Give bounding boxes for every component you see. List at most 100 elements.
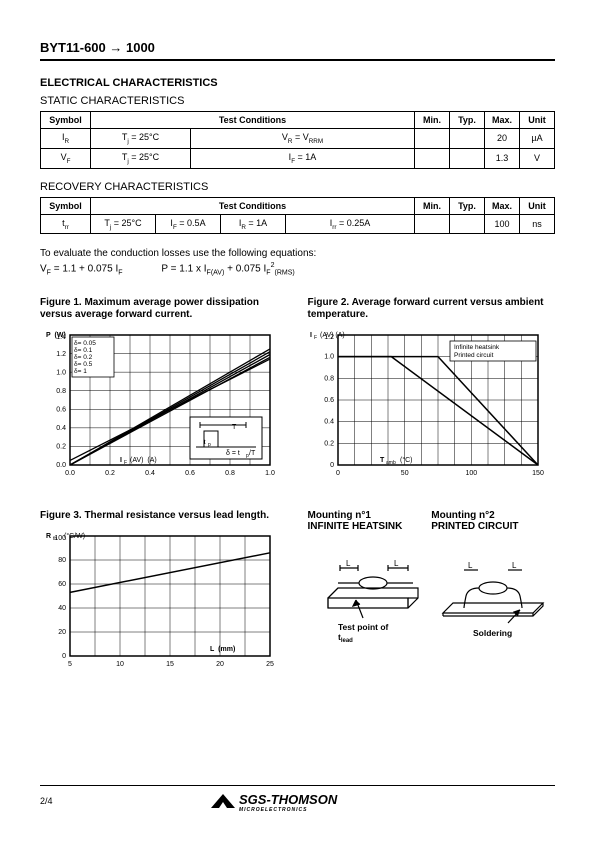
eq-intro: To evaluate the conduction losses use th… [40, 246, 555, 261]
svg-text:δ= 1: δ= 1 [74, 368, 87, 375]
svg-text:T: T [380, 457, 385, 464]
svg-text:0.8: 0.8 [56, 388, 66, 395]
cell-tc: VR = VRRM [191, 129, 415, 149]
mounting-diagram: L L Test point of tlead [308, 538, 553, 668]
svg-text:(AV) (A): (AV) (A) [320, 332, 345, 339]
soldering-label: Soldering [473, 628, 512, 638]
svg-text:amb: amb [386, 460, 396, 466]
cell-tc: IR = 1A [221, 214, 286, 234]
svg-text:L: L [512, 561, 517, 570]
fig2-caption: Figure 2. Average forward current versus… [308, 297, 556, 321]
svg-text:F: F [124, 460, 127, 466]
cell-tc: Irr = 0.25A [286, 214, 415, 234]
svg-text:(°C/W): (°C/W) [64, 532, 85, 540]
th-testcond: Test Conditions [91, 112, 415, 129]
svg-text:0.0: 0.0 [56, 462, 66, 469]
cell-tc: IF = 0.5A [156, 214, 221, 234]
cell-max: 20 [485, 129, 520, 149]
cell-unit: µA [520, 129, 555, 149]
table-row: trr Tj = 25°C IF = 0.5A IR = 1A Irr = 0.… [41, 214, 555, 234]
mount1-title: Mounting n°1 [308, 510, 371, 521]
svg-text:Printed circuit: Printed circuit [454, 352, 494, 359]
page-number: 2/4 [40, 796, 53, 806]
svg-text:R: R [46, 533, 51, 540]
cell-tc: Tj = 25°C [91, 214, 156, 234]
svg-text:0.4: 0.4 [145, 470, 155, 477]
fig2-chart: Infinite heatsink Printed circuit Tamb(°… [308, 327, 553, 487]
cell-min [415, 129, 450, 149]
svg-text:L: L [394, 559, 399, 568]
cell-tc: IF = 1A [191, 148, 415, 168]
svg-text:I: I [120, 457, 122, 464]
svg-text:100: 100 [465, 470, 477, 477]
svg-text:L (mm): L (mm) [210, 646, 235, 653]
svg-text:/T: /T [249, 450, 256, 457]
svg-text:L: L [468, 561, 473, 570]
svg-text:150: 150 [532, 470, 544, 477]
svg-text:0.4: 0.4 [56, 425, 66, 432]
svg-text:20: 20 [58, 629, 66, 636]
table-header-row: Symbol Test Conditions Min. Typ. Max. Un… [41, 112, 555, 129]
svg-text:80: 80 [58, 557, 66, 564]
cell-tc: Tj = 25°C [91, 148, 191, 168]
svg-text:0: 0 [336, 470, 340, 477]
svg-text:L: L [346, 559, 351, 568]
testpoint-label: Test point of [338, 622, 389, 632]
cell-symbol: VF [41, 148, 91, 168]
cell-symbol: trr [41, 214, 91, 234]
svg-text:F: F [314, 335, 317, 341]
svg-text:δ= 0.5: δ= 0.5 [74, 361, 93, 368]
fig3-caption: Figure 3. Thermal resistance versus lead… [40, 510, 288, 522]
th-max: Max. [485, 197, 520, 214]
svg-text:0.4: 0.4 [324, 419, 334, 426]
svg-text:50: 50 [400, 470, 408, 477]
th-symbol: Symbol [41, 197, 91, 214]
svg-text:1.0: 1.0 [56, 370, 66, 377]
section-electrical: ELECTRICAL CHARACTERISTICS [40, 77, 555, 89]
cell-typ [450, 148, 485, 168]
svg-text:1.0: 1.0 [265, 470, 275, 477]
fig3-chart: L (mm) 02040 6080100 51015 2025 Rth(°C/W… [40, 528, 285, 678]
th-testcond: Test Conditions [91, 197, 415, 214]
svg-text:SGS-THOMSON: SGS-THOMSON [239, 792, 338, 807]
svg-text:0.2: 0.2 [105, 470, 115, 477]
mount2-title: Mounting n°2 [431, 510, 494, 521]
static-table: Symbol Test Conditions Min. Typ. Max. Un… [40, 111, 555, 169]
svg-text:1.2: 1.2 [56, 351, 66, 358]
svg-text:0: 0 [62, 653, 66, 660]
mount1-sub: INFINITE HEATSINK [308, 521, 403, 532]
section-static: STATIC CHARACTERISTICS [40, 95, 555, 107]
svg-text:0.6: 0.6 [185, 470, 195, 477]
equations-block: To evaluate the conduction losses use th… [40, 246, 555, 279]
th-unit: Unit [520, 112, 555, 129]
svg-text:0.6: 0.6 [324, 397, 334, 404]
th-symbol: Symbol [41, 112, 91, 129]
page-header: BYT11-600 → 1000 [40, 40, 555, 61]
fig1-caption: Figure 1. Maximum average power dissipat… [40, 297, 288, 321]
recovery-table: Symbol Test Conditions Min. Typ. Max. Un… [40, 197, 555, 235]
cell-min [415, 214, 450, 234]
svg-text:25: 25 [266, 661, 274, 668]
cell-typ [450, 129, 485, 149]
cell-unit: V [520, 148, 555, 168]
svg-text:δ= 0.2: δ= 0.2 [74, 354, 93, 361]
svg-text:0.6: 0.6 [56, 407, 66, 414]
svg-text:MICROELECTRONICS: MICROELECTRONICS [239, 807, 308, 812]
svg-text:1.0: 1.0 [324, 354, 334, 361]
table-row: IR Tj = 25°C VR = VRRM 20 µA [41, 129, 555, 149]
svg-text:δ = t: δ = t [226, 450, 240, 457]
eq-line: VF = 1.1 + 0.075 IF P = 1.1 x IF(AV) + 0… [40, 261, 555, 279]
svg-text:60: 60 [58, 581, 66, 588]
fig1-chart: T tp δ = tp/T δ= 0.05 δ= 0.1 δ= 0.2 δ= 0… [40, 327, 285, 487]
cell-symbol: IR [41, 129, 91, 149]
svg-text:0.0: 0.0 [65, 470, 75, 477]
mounting-titles: Mounting n°1 INFINITE HEATSINK Mounting … [308, 510, 556, 532]
header-title-text: BYT11-600 → 1000 [40, 40, 155, 55]
cell-max: 1.3 [485, 148, 520, 168]
svg-text:th: th [53, 536, 57, 542]
svg-text:δ= 0.1: δ= 0.1 [74, 347, 93, 354]
mount2-sub: PRINTED CIRCUIT [431, 521, 518, 532]
svg-text:10: 10 [116, 661, 124, 668]
cell-min [415, 148, 450, 168]
svg-text:0.8: 0.8 [225, 470, 235, 477]
